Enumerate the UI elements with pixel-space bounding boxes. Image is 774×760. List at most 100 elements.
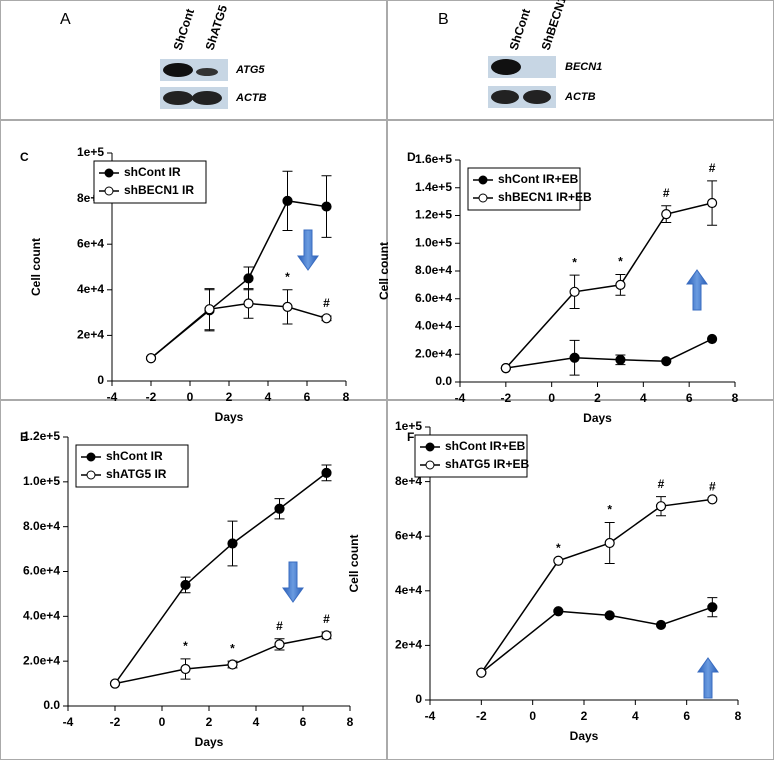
x-tick-label: -4 — [63, 715, 74, 729]
x-tick-label: 4 — [265, 390, 272, 404]
data-point — [109, 678, 121, 689]
data-point — [706, 197, 718, 209]
data-point — [145, 353, 157, 364]
x-tick-label: -2 — [500, 391, 511, 405]
annotation: # — [323, 296, 330, 310]
series-line — [505, 338, 713, 369]
y-tick-label: 6e+4 — [77, 236, 104, 250]
y-axis-label: Cell count — [377, 242, 391, 300]
data-point — [476, 667, 487, 678]
data-point — [321, 201, 332, 212]
row-label: BECN1 — [565, 61, 602, 73]
annotation: # — [663, 186, 670, 200]
blot-band — [491, 90, 519, 104]
legend-label: shCont IR — [106, 449, 163, 463]
data-point — [274, 503, 285, 514]
blot-band — [491, 59, 521, 75]
x-tick-label: 8 — [347, 715, 354, 729]
x-axis-label: Days — [195, 735, 224, 749]
x-tick-label: 6 — [304, 390, 311, 404]
x-tick-label: 8 — [735, 709, 742, 723]
y-tick-label: 1.2e+5 — [415, 208, 452, 222]
data-point — [227, 538, 238, 549]
panel-label: E — [20, 430, 28, 444]
trend-arrow — [282, 561, 304, 603]
trend-arrow — [297, 229, 319, 271]
y-tick-label: 4e+4 — [395, 583, 422, 597]
annotation: * — [285, 270, 290, 284]
data-point — [180, 579, 191, 591]
x-tick-label: 0 — [548, 391, 555, 405]
y-tick-label: 1e+5 — [77, 145, 104, 159]
x-tick-label: 4 — [640, 391, 647, 405]
y-tick-label: 6e+4 — [395, 528, 422, 542]
y-tick-label: 1.0e+5 — [23, 474, 60, 488]
x-axis-label: Days — [215, 410, 244, 424]
x-tick-label: 8 — [343, 390, 350, 404]
y-tick-label: 1.0e+5 — [415, 235, 452, 249]
annotation: # — [276, 619, 283, 633]
x-tick-label: 0 — [529, 709, 536, 723]
data-point — [707, 602, 718, 613]
data-point — [243, 298, 254, 309]
annotation: * — [183, 639, 188, 653]
y-tick-label: 8.0e+4 — [23, 519, 60, 533]
y-axis-label: Cell count — [29, 238, 43, 296]
y-axis-label: Cell count — [347, 534, 361, 592]
y-tick-label: 2e+4 — [395, 638, 422, 652]
data-point — [707, 494, 718, 505]
annotation: # — [658, 477, 665, 491]
x-tick-label: 2 — [206, 715, 213, 729]
x-axis-label: Days — [583, 411, 612, 425]
data-point — [661, 209, 672, 220]
data-point — [227, 659, 238, 670]
data-point — [274, 639, 285, 650]
legend-label: shCont IR+EB — [445, 439, 526, 453]
y-tick-label: 1.6e+5 — [415, 152, 452, 166]
series-line — [505, 202, 713, 369]
y-tick-label: 0.0 — [43, 698, 60, 712]
data-point — [553, 606, 564, 617]
blot-band — [523, 90, 551, 104]
panel-label: C — [20, 150, 29, 164]
data-point — [569, 352, 580, 363]
legend-label: shCont IR — [124, 165, 181, 179]
y-tick-label: 2e+4 — [77, 328, 104, 342]
x-tick-label: 2 — [226, 390, 233, 404]
legend-marker — [425, 460, 435, 470]
blot-band — [196, 68, 218, 76]
annotation: # — [323, 612, 330, 626]
data-point — [706, 333, 718, 345]
blot-panel-a: A ShCont ShATG5 ATG5 ACTB — [60, 3, 267, 109]
legend-marker — [104, 168, 114, 178]
data-point — [553, 555, 564, 566]
series-line — [114, 634, 327, 685]
x-tick-label: -4 — [455, 391, 466, 405]
data-point — [655, 619, 667, 631]
row-label: ACTB — [235, 92, 267, 104]
legend-marker — [425, 442, 435, 452]
y-tick-label: 1.2e+5 — [23, 429, 60, 443]
data-point — [321, 630, 332, 641]
data-point — [615, 354, 626, 365]
y-tick-label: 8.0e+4 — [415, 263, 452, 277]
lane-label: ShBECN1 — [539, 0, 570, 52]
data-point — [282, 301, 293, 312]
y-tick-label: 0.0 — [435, 374, 452, 388]
blot-band — [163, 63, 193, 77]
annotation: * — [230, 641, 235, 655]
data-point — [569, 286, 580, 297]
legend-label: shATG5 IR — [106, 467, 167, 481]
legend-label: shBECN1 IR — [124, 183, 194, 197]
y-tick-label: 4.0e+4 — [23, 609, 60, 623]
legend-marker — [104, 186, 114, 196]
y-tick-label: 4.0e+4 — [415, 319, 452, 333]
data-point — [655, 501, 667, 512]
legend-box — [414, 434, 528, 478]
lane-label: ShATG5 — [203, 3, 231, 52]
annotation: * — [572, 255, 577, 269]
y-tick-label: 6.0e+4 — [23, 564, 60, 578]
x-tick-label: 8 — [732, 391, 739, 405]
